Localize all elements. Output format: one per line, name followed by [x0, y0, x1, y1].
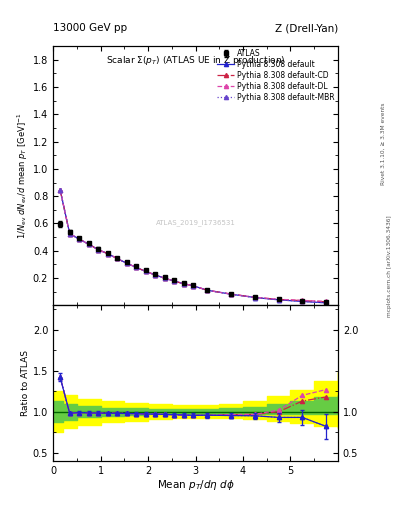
- Pythia 8.308 default-DL: [96, 247, 101, 253]
- Pythia 8.308 default-DL: [105, 251, 110, 257]
- Pythia 8.308 default-CD: [115, 255, 119, 262]
- Pythia 8.308 default-MBR: [124, 260, 129, 266]
- Pythia 8.308 default-MBR: [143, 268, 148, 274]
- Pythia 8.308 default-CD: [229, 291, 233, 297]
- Pythia 8.308 default-MBR: [86, 241, 91, 247]
- Text: 13000 GeV pp: 13000 GeV pp: [53, 23, 127, 33]
- Pythia 8.308 default-DL: [115, 255, 119, 262]
- Pythia 8.308 default: [324, 300, 329, 306]
- Text: ATLAS_2019_I1736531: ATLAS_2019_I1736531: [156, 219, 235, 226]
- Pythia 8.308 default-MBR: [67, 230, 72, 237]
- Pythia 8.308 default-CD: [96, 247, 101, 253]
- Pythia 8.308 default-MBR: [134, 264, 138, 270]
- Pythia 8.308 default-DL: [162, 275, 167, 281]
- Pythia 8.308 default-DL: [229, 291, 233, 297]
- Pythia 8.308 default: [77, 236, 81, 242]
- Pythia 8.308 default-DL: [253, 294, 257, 301]
- Pythia 8.308 default-MBR: [253, 294, 257, 301]
- Pythia 8.308 default: [162, 275, 167, 281]
- Pythia 8.308 default-MBR: [324, 300, 329, 306]
- Pythia 8.308 default-MBR: [153, 272, 158, 278]
- Pythia 8.308 default: [153, 272, 158, 278]
- Pythia 8.308 default-DL: [172, 278, 176, 284]
- Y-axis label: $1/N_\mathregular{ev}\ dN_\mathregular{ev}/d$ mean $p_T\ [\mathrm{GeV}]^{-1}$: $1/N_\mathregular{ev}\ dN_\mathregular{e…: [16, 113, 30, 239]
- Pythia 8.308 default: [67, 230, 72, 237]
- Pythia 8.308 default: [253, 294, 257, 301]
- Pythia 8.308 default-DL: [58, 187, 62, 193]
- Pythia 8.308 default-MBR: [181, 281, 186, 287]
- Pythia 8.308 default-CD: [134, 264, 138, 270]
- Line: Pythia 8.308 default-MBR: Pythia 8.308 default-MBR: [58, 188, 328, 305]
- Pythia 8.308 default-DL: [181, 281, 186, 287]
- Pythia 8.308 default-MBR: [115, 255, 119, 262]
- Pythia 8.308 default: [191, 283, 195, 289]
- Pythia 8.308 default-CD: [67, 230, 72, 237]
- Pythia 8.308 default-MBR: [205, 287, 210, 293]
- Pythia 8.308 default: [96, 247, 101, 253]
- Pythia 8.308 default-DL: [143, 268, 148, 274]
- Pythia 8.308 default-CD: [205, 287, 210, 293]
- Pythia 8.308 default: [134, 264, 138, 270]
- Pythia 8.308 default: [115, 255, 119, 262]
- Pythia 8.308 default-MBR: [191, 283, 195, 289]
- Pythia 8.308 default: [276, 297, 281, 303]
- Legend: ATLAS, Pythia 8.308 default, Pythia 8.308 default-CD, Pythia 8.308 default-DL, P: ATLAS, Pythia 8.308 default, Pythia 8.30…: [216, 48, 336, 103]
- Pythia 8.308 default-MBR: [77, 236, 81, 242]
- Pythia 8.308 default-MBR: [105, 251, 110, 257]
- Pythia 8.308 default: [205, 287, 210, 293]
- Pythia 8.308 default-MBR: [96, 247, 101, 253]
- Pythia 8.308 default-DL: [276, 296, 281, 303]
- Pythia 8.308 default: [143, 268, 148, 274]
- Pythia 8.308 default-CD: [86, 241, 91, 247]
- Pythia 8.308 default-CD: [172, 278, 176, 284]
- Pythia 8.308 default-CD: [77, 236, 81, 242]
- Pythia 8.308 default-CD: [105, 251, 110, 257]
- Pythia 8.308 default-MBR: [172, 278, 176, 284]
- Pythia 8.308 default-MBR: [58, 187, 62, 193]
- Pythia 8.308 default-DL: [86, 241, 91, 247]
- Pythia 8.308 default: [229, 291, 233, 297]
- Pythia 8.308 default-DL: [191, 283, 195, 289]
- Text: Scalar $\Sigma(p_T)$ (ATLAS UE in Z production): Scalar $\Sigma(p_T)$ (ATLAS UE in Z prod…: [106, 54, 285, 67]
- Pythia 8.308 default-DL: [134, 264, 138, 270]
- Pythia 8.308 default-CD: [162, 275, 167, 281]
- Line: Pythia 8.308 default: Pythia 8.308 default: [58, 188, 328, 305]
- Line: Pythia 8.308 default-CD: Pythia 8.308 default-CD: [58, 188, 328, 304]
- Pythia 8.308 default-DL: [77, 236, 81, 242]
- Pythia 8.308 default-DL: [300, 297, 305, 304]
- Pythia 8.308 default-DL: [205, 287, 210, 293]
- Pythia 8.308 default-DL: [124, 260, 129, 266]
- Pythia 8.308 default-MBR: [300, 298, 305, 305]
- Pythia 8.308 default-CD: [253, 294, 257, 301]
- Pythia 8.308 default-CD: [58, 187, 62, 193]
- Pythia 8.308 default-CD: [300, 297, 305, 304]
- Pythia 8.308 default: [124, 260, 129, 266]
- Pythia 8.308 default-MBR: [229, 291, 233, 297]
- Pythia 8.308 default: [86, 241, 91, 247]
- X-axis label: Mean $p_T/d\eta\ d\phi$: Mean $p_T/d\eta\ d\phi$: [156, 478, 235, 493]
- Pythia 8.308 default: [105, 251, 110, 257]
- Pythia 8.308 default-MBR: [276, 297, 281, 303]
- Line: Pythia 8.308 default-DL: Pythia 8.308 default-DL: [58, 188, 328, 304]
- Pythia 8.308 default-CD: [143, 268, 148, 274]
- Pythia 8.308 default-MBR: [162, 275, 167, 281]
- Y-axis label: Ratio to ATLAS: Ratio to ATLAS: [21, 350, 30, 416]
- Pythia 8.308 default: [172, 278, 176, 284]
- Pythia 8.308 default-CD: [276, 296, 281, 303]
- Pythia 8.308 default-CD: [324, 298, 329, 305]
- Pythia 8.308 default-DL: [153, 272, 158, 278]
- Pythia 8.308 default: [300, 298, 305, 305]
- Pythia 8.308 default: [181, 281, 186, 287]
- Pythia 8.308 default-CD: [124, 260, 129, 266]
- Pythia 8.308 default-CD: [153, 272, 158, 278]
- Pythia 8.308 default-DL: [67, 230, 72, 237]
- Pythia 8.308 default: [58, 187, 62, 193]
- Pythia 8.308 default-CD: [191, 283, 195, 289]
- Pythia 8.308 default-DL: [324, 298, 329, 305]
- Pythia 8.308 default-CD: [181, 281, 186, 287]
- Text: Z (Drell-Yan): Z (Drell-Yan): [275, 23, 338, 33]
- Text: Rivet 3.1.10, ≥ 3.3M events: Rivet 3.1.10, ≥ 3.3M events: [381, 102, 386, 185]
- Text: mcplots.cern.ch [arXiv:1306.3436]: mcplots.cern.ch [arXiv:1306.3436]: [387, 216, 392, 317]
